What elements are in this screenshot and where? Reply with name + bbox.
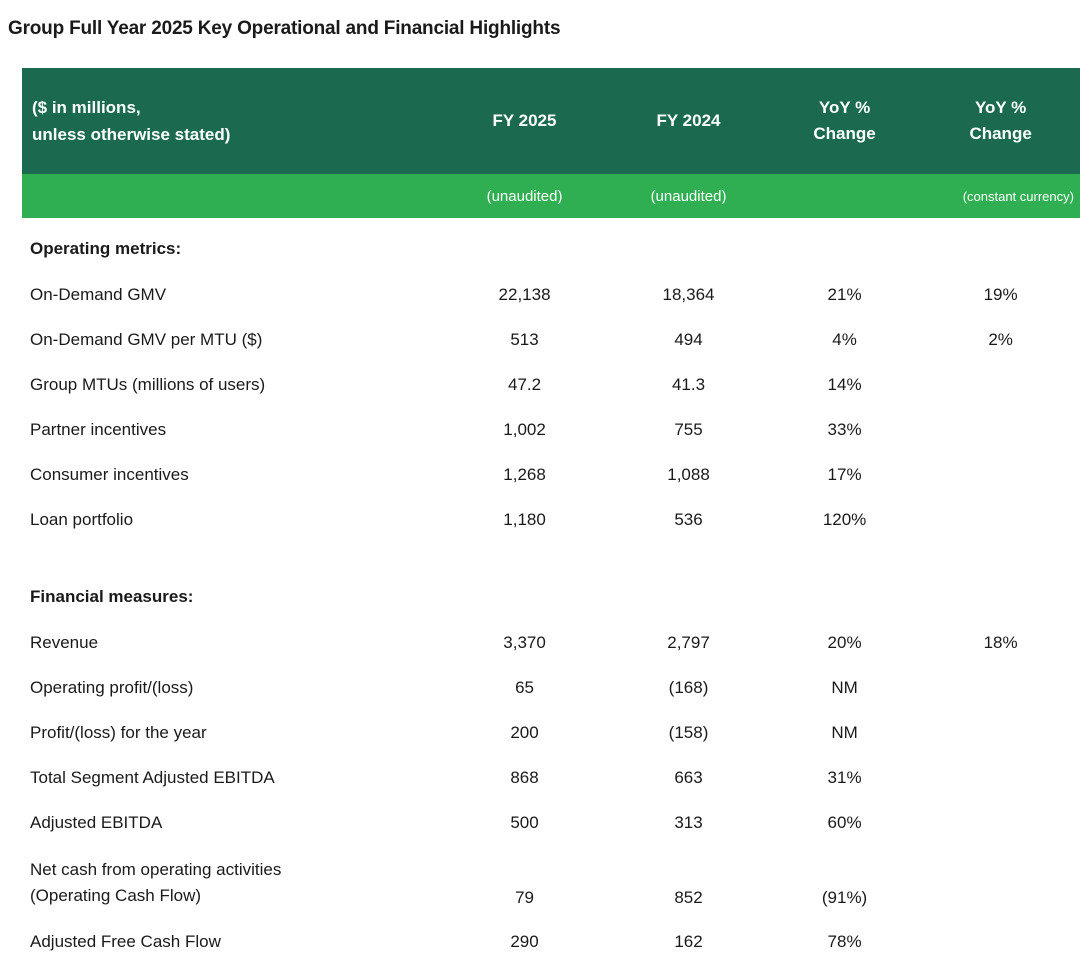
cell-yoy: 78% [827, 931, 862, 951]
row-label: Consumer incentives [30, 464, 189, 484]
row-label: Revenue [30, 632, 99, 652]
row-label: Operating profit/(loss) [30, 677, 194, 697]
cell-yoy: 31% [827, 767, 862, 787]
highlights-table: ($ in millions, unless otherwise stated)… [22, 68, 1080, 964]
cell-yoy: 60% [827, 812, 862, 832]
table-row: Consumer incentives 1,268 1,088 17% [22, 452, 1080, 497]
header-units-label: ($ in millions, unless otherwise stated) [32, 97, 231, 144]
cell-yoy: 21% [827, 284, 862, 304]
row-label: Partner incentives [30, 419, 167, 439]
row-label: Loan portfolio [30, 509, 134, 529]
cell-fy2024: (158) [668, 722, 709, 742]
cell-fy2025: 47.2 [507, 374, 542, 394]
cell-fy2025: 22,138 [498, 284, 551, 304]
table-row: Operating profit/(loss) 65 (168) NM [22, 665, 1080, 710]
table-row: Adjusted Free Cash Flow 290 162 78% [22, 919, 1080, 964]
table-row: On-Demand GMV 22,138 18,364 21% 19% [22, 272, 1080, 317]
cell-fy2025: 868 [510, 767, 539, 787]
section-header-financial-measures: Financial measures: [30, 587, 194, 606]
table-row: Adjusted EBITDA 500 313 60% [22, 800, 1080, 845]
cell-fy2025: 3,370 [503, 632, 546, 652]
cell-yoy: 4% [832, 329, 857, 349]
table-row: Total Segment Adjusted EBITDA 868 663 31… [22, 755, 1080, 800]
header-col-yoy-change: YoY % Change [813, 97, 876, 143]
cell-fy2024: 663 [674, 767, 703, 787]
cell-yoy-cc: 2% [988, 329, 1013, 349]
cell-yoy: 14% [827, 374, 862, 394]
row-label: On-Demand GMV [30, 284, 167, 304]
cell-fy2024: 41.3 [671, 374, 706, 394]
table-row: On-Demand GMV per MTU ($) 513 494 4% 2% [22, 317, 1080, 362]
cell-fy2024: 755 [674, 419, 703, 439]
row-label: Profit/(loss) for the year [30, 722, 207, 742]
cell-yoy-cc: 19% [983, 284, 1018, 304]
cell-yoy: 20% [827, 632, 862, 652]
subheader-fy2024-note: (unaudited) [650, 187, 727, 205]
cell-yoy: NM [831, 677, 858, 697]
cell-fy2025: 200 [510, 722, 539, 742]
row-label: Adjusted Free Cash Flow [30, 931, 221, 951]
cell-fy2025: 79 [515, 888, 534, 907]
cell-yoy: 120% [822, 509, 867, 529]
cell-fy2024: 18,364 [662, 284, 715, 304]
header-col-fy2024: FY 2024 [656, 110, 721, 130]
cell-yoy: NM [831, 722, 858, 742]
cell-fy2024: 494 [674, 329, 703, 349]
cell-fy2025: 65 [515, 677, 534, 697]
cell-fy2024: 1,088 [667, 464, 710, 484]
cell-yoy: 17% [827, 464, 862, 484]
cell-fy2024: 852 [674, 888, 703, 907]
section-spacer [22, 542, 1080, 574]
cell-fy2024: 536 [674, 509, 703, 529]
section-header-operating-metrics: Operating metrics: [30, 239, 182, 258]
table-subheader-row: (unaudited) (unaudited) (constant curren… [22, 174, 1080, 218]
row-label: Net cash from operating activities (Oper… [30, 860, 282, 905]
cell-fy2024: 313 [674, 812, 703, 832]
table-row: Group MTUs (millions of users) 47.2 41.3… [22, 362, 1080, 407]
cell-fy2025: 1,002 [503, 419, 546, 439]
table-row: Loan portfolio 1,180 536 120% [22, 497, 1080, 542]
cell-fy2024: (168) [668, 677, 709, 697]
cell-fy2025: 513 [510, 329, 539, 349]
subheader-constant-currency-note: (constant currency) [962, 188, 1074, 204]
cell-fy2025: 1,180 [503, 509, 546, 529]
row-label: Total Segment Adjusted EBITDA [30, 767, 275, 787]
subheader-fy2025-note: (unaudited) [486, 187, 563, 205]
table-row: Profit/(loss) for the year 200 (158) NM [22, 710, 1080, 755]
table-body: Operating metrics: On-Demand GMV 22,138 … [22, 218, 1080, 964]
page-title: Group Full Year 2025 Key Operational and… [8, 18, 561, 39]
cell-yoy-cc: 18% [983, 632, 1018, 652]
header-col-fy2025: FY 2025 [492, 110, 557, 130]
row-label: On-Demand GMV per MTU ($) [30, 329, 263, 349]
table-row: Net cash from operating activities (Oper… [22, 845, 1080, 919]
row-label: Adjusted EBITDA [30, 812, 163, 832]
cell-fy2024: 2,797 [667, 632, 710, 652]
table-row: Revenue 3,370 2,797 20% 18% [22, 620, 1080, 665]
cell-yoy: 33% [827, 419, 862, 439]
cell-yoy: (91%) [821, 888, 868, 907]
cell-fy2025: 500 [510, 812, 539, 832]
table-header-row: ($ in millions, unless otherwise stated)… [22, 68, 1080, 174]
row-label: Group MTUs (millions of users) [30, 374, 266, 394]
table-row: Partner incentives 1,002 755 33% [22, 407, 1080, 452]
cell-fy2025: 290 [510, 931, 539, 951]
header-col-yoy-change-constant-currency: YoY % Change [969, 97, 1032, 143]
cell-fy2024: 162 [674, 931, 703, 951]
cell-fy2025: 1,268 [503, 464, 546, 484]
